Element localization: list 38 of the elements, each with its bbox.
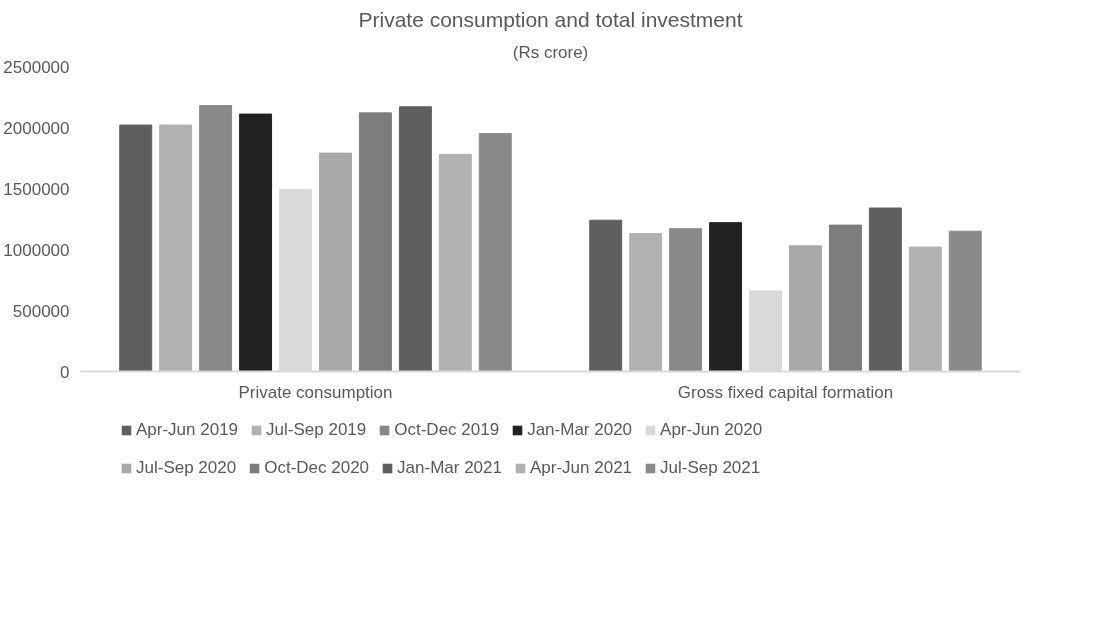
bar bbox=[948, 230, 982, 372]
chart-title: Private consumption and total investment bbox=[358, 7, 743, 31]
bar bbox=[119, 124, 153, 372]
legend-label: Apr-Jun 2019 bbox=[136, 420, 239, 440]
x-tick-label: Gross fixed capital formation bbox=[677, 382, 894, 402]
legend-label: Apr-Jun 2021 bbox=[529, 458, 633, 478]
bar bbox=[199, 105, 233, 372]
bar bbox=[788, 245, 822, 372]
bar bbox=[589, 219, 623, 372]
y-tick-label: 1000000 bbox=[3, 240, 70, 260]
y-tick-label: 2500000 bbox=[3, 57, 70, 77]
bar bbox=[159, 124, 193, 372]
y-tick-label: 2000000 bbox=[3, 118, 70, 138]
bar bbox=[828, 224, 862, 372]
legend-label: Jul-Sep 2021 bbox=[660, 458, 761, 478]
chart-subtitle: (Rs crore) bbox=[512, 42, 589, 62]
bar bbox=[709, 222, 743, 372]
bar bbox=[398, 106, 432, 372]
bar bbox=[358, 112, 392, 372]
y-tick-label: 500000 bbox=[12, 301, 70, 321]
y-tick-label: 1500000 bbox=[3, 179, 70, 199]
bar bbox=[478, 133, 512, 372]
bar bbox=[868, 207, 902, 372]
bar bbox=[438, 153, 472, 372]
bar bbox=[669, 228, 703, 372]
legend-label: Oct-Dec 2019 bbox=[394, 420, 500, 440]
bar bbox=[908, 246, 942, 372]
legend-label: Jul-Sep 2020 bbox=[136, 458, 237, 478]
x-tick-label: Private consumption bbox=[238, 382, 393, 402]
legend-label: Jan-Mar 2021 bbox=[397, 458, 502, 478]
legend-label: Jul-Sep 2019 bbox=[266, 420, 367, 440]
legend-label: Jan-Mar 2020 bbox=[527, 420, 633, 440]
bar bbox=[318, 152, 352, 372]
bar bbox=[239, 113, 273, 372]
y-tick-label: 0 bbox=[60, 362, 70, 382]
legend-label: Oct-Dec 2020 bbox=[264, 458, 370, 478]
legend-label: Apr-Jun 2020 bbox=[660, 420, 763, 440]
bar bbox=[629, 233, 663, 372]
